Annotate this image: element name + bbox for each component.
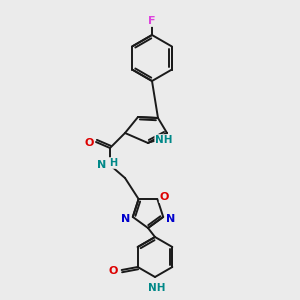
Text: N: N (98, 160, 106, 170)
Text: N: N (166, 214, 175, 224)
Text: O: O (160, 192, 169, 202)
Text: O: O (84, 138, 94, 148)
Text: NH: NH (155, 135, 173, 145)
Text: O: O (109, 266, 118, 276)
Text: F: F (148, 16, 156, 26)
Text: NH: NH (148, 283, 166, 293)
Text: N: N (121, 214, 130, 224)
Text: H: H (109, 158, 117, 168)
